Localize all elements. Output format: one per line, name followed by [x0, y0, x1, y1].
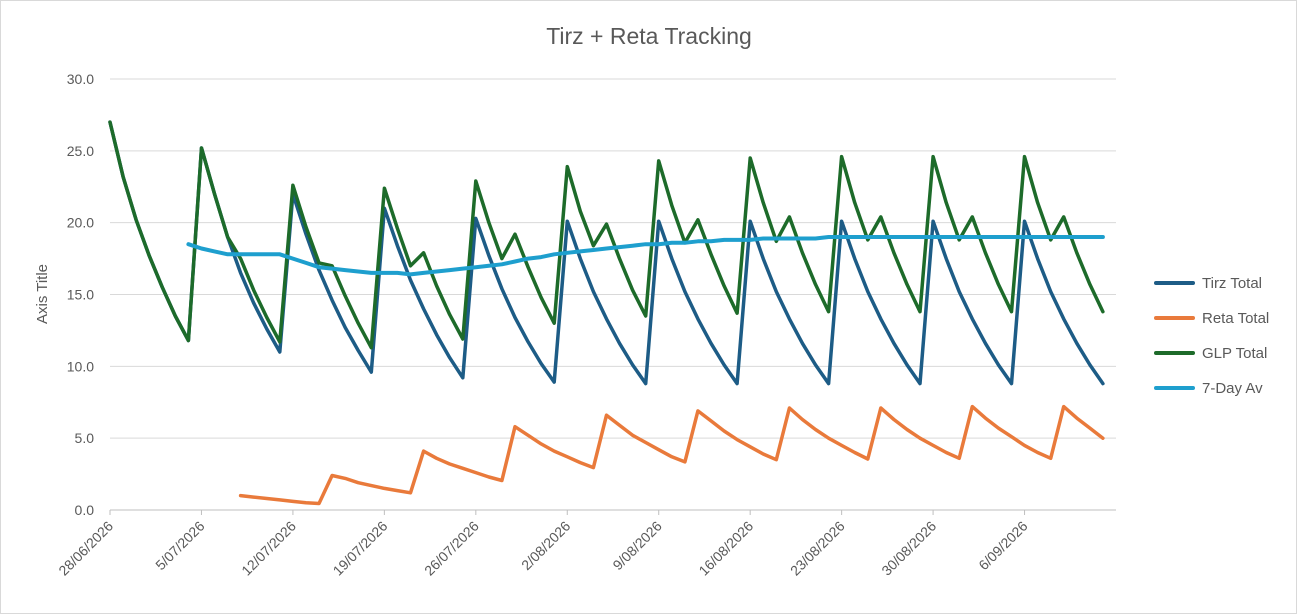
x-tick-label: 12/07/2026 [238, 518, 299, 579]
y-tick-label: 0.0 [75, 502, 95, 518]
chart-title: Tirz + Reta Tracking [546, 23, 752, 49]
x-tick-label: 6/09/2026 [975, 518, 1031, 574]
legend-label-reta-total: Reta Total [1202, 310, 1269, 327]
x-tick-label: 26/07/2026 [421, 518, 482, 579]
y-axis-ticks: 0.0 5.0 10.0 15.0 20.0 25.0 30.0 [67, 71, 94, 518]
x-tick-label: 16/08/2026 [695, 518, 756, 579]
series-line-reta-total [238, 404, 1105, 506]
x-tick-label: 2/08/2026 [518, 518, 574, 574]
y-tick-label: 20.0 [67, 215, 94, 231]
legend-label-7-day-av: 7-Day Av [1202, 380, 1263, 397]
series-line-glp-total [108, 120, 1105, 350]
x-tick-label: 30/08/2026 [878, 518, 939, 579]
y-tick-label: 30.0 [67, 71, 94, 87]
x-axis-ticks: 28/06/2026 5/07/2026 12/07/2026 19/07/2026 2… [55, 510, 1031, 579]
x-tick-label: 9/08/2026 [609, 518, 665, 574]
x-tick-label: 28/06/2026 [55, 518, 116, 579]
y-tick-label: 25.0 [67, 143, 94, 159]
y-tick-label: 10.0 [67, 358, 94, 374]
y-tick-label: 15.0 [67, 287, 94, 303]
y-axis-title: Axis Title [34, 264, 51, 324]
legend-label-tirz-total: Tirz Total [1202, 275, 1262, 292]
gridlines [110, 78, 1116, 511]
series-line-tirz-total [108, 120, 1105, 386]
legend-label-glp-total: GLP Total [1202, 345, 1267, 362]
x-tick-label: 19/07/2026 [330, 518, 391, 579]
series-lines [108, 120, 1105, 506]
series-line-7-day-av [186, 235, 1105, 277]
y-tick-label: 5.0 [75, 430, 95, 446]
x-tick-label: 23/08/2026 [787, 518, 848, 579]
legend: Tirz Total Reta Total GLP Total 7-Day Av [1154, 275, 1269, 397]
x-tick-label: 5/07/2026 [152, 518, 208, 574]
